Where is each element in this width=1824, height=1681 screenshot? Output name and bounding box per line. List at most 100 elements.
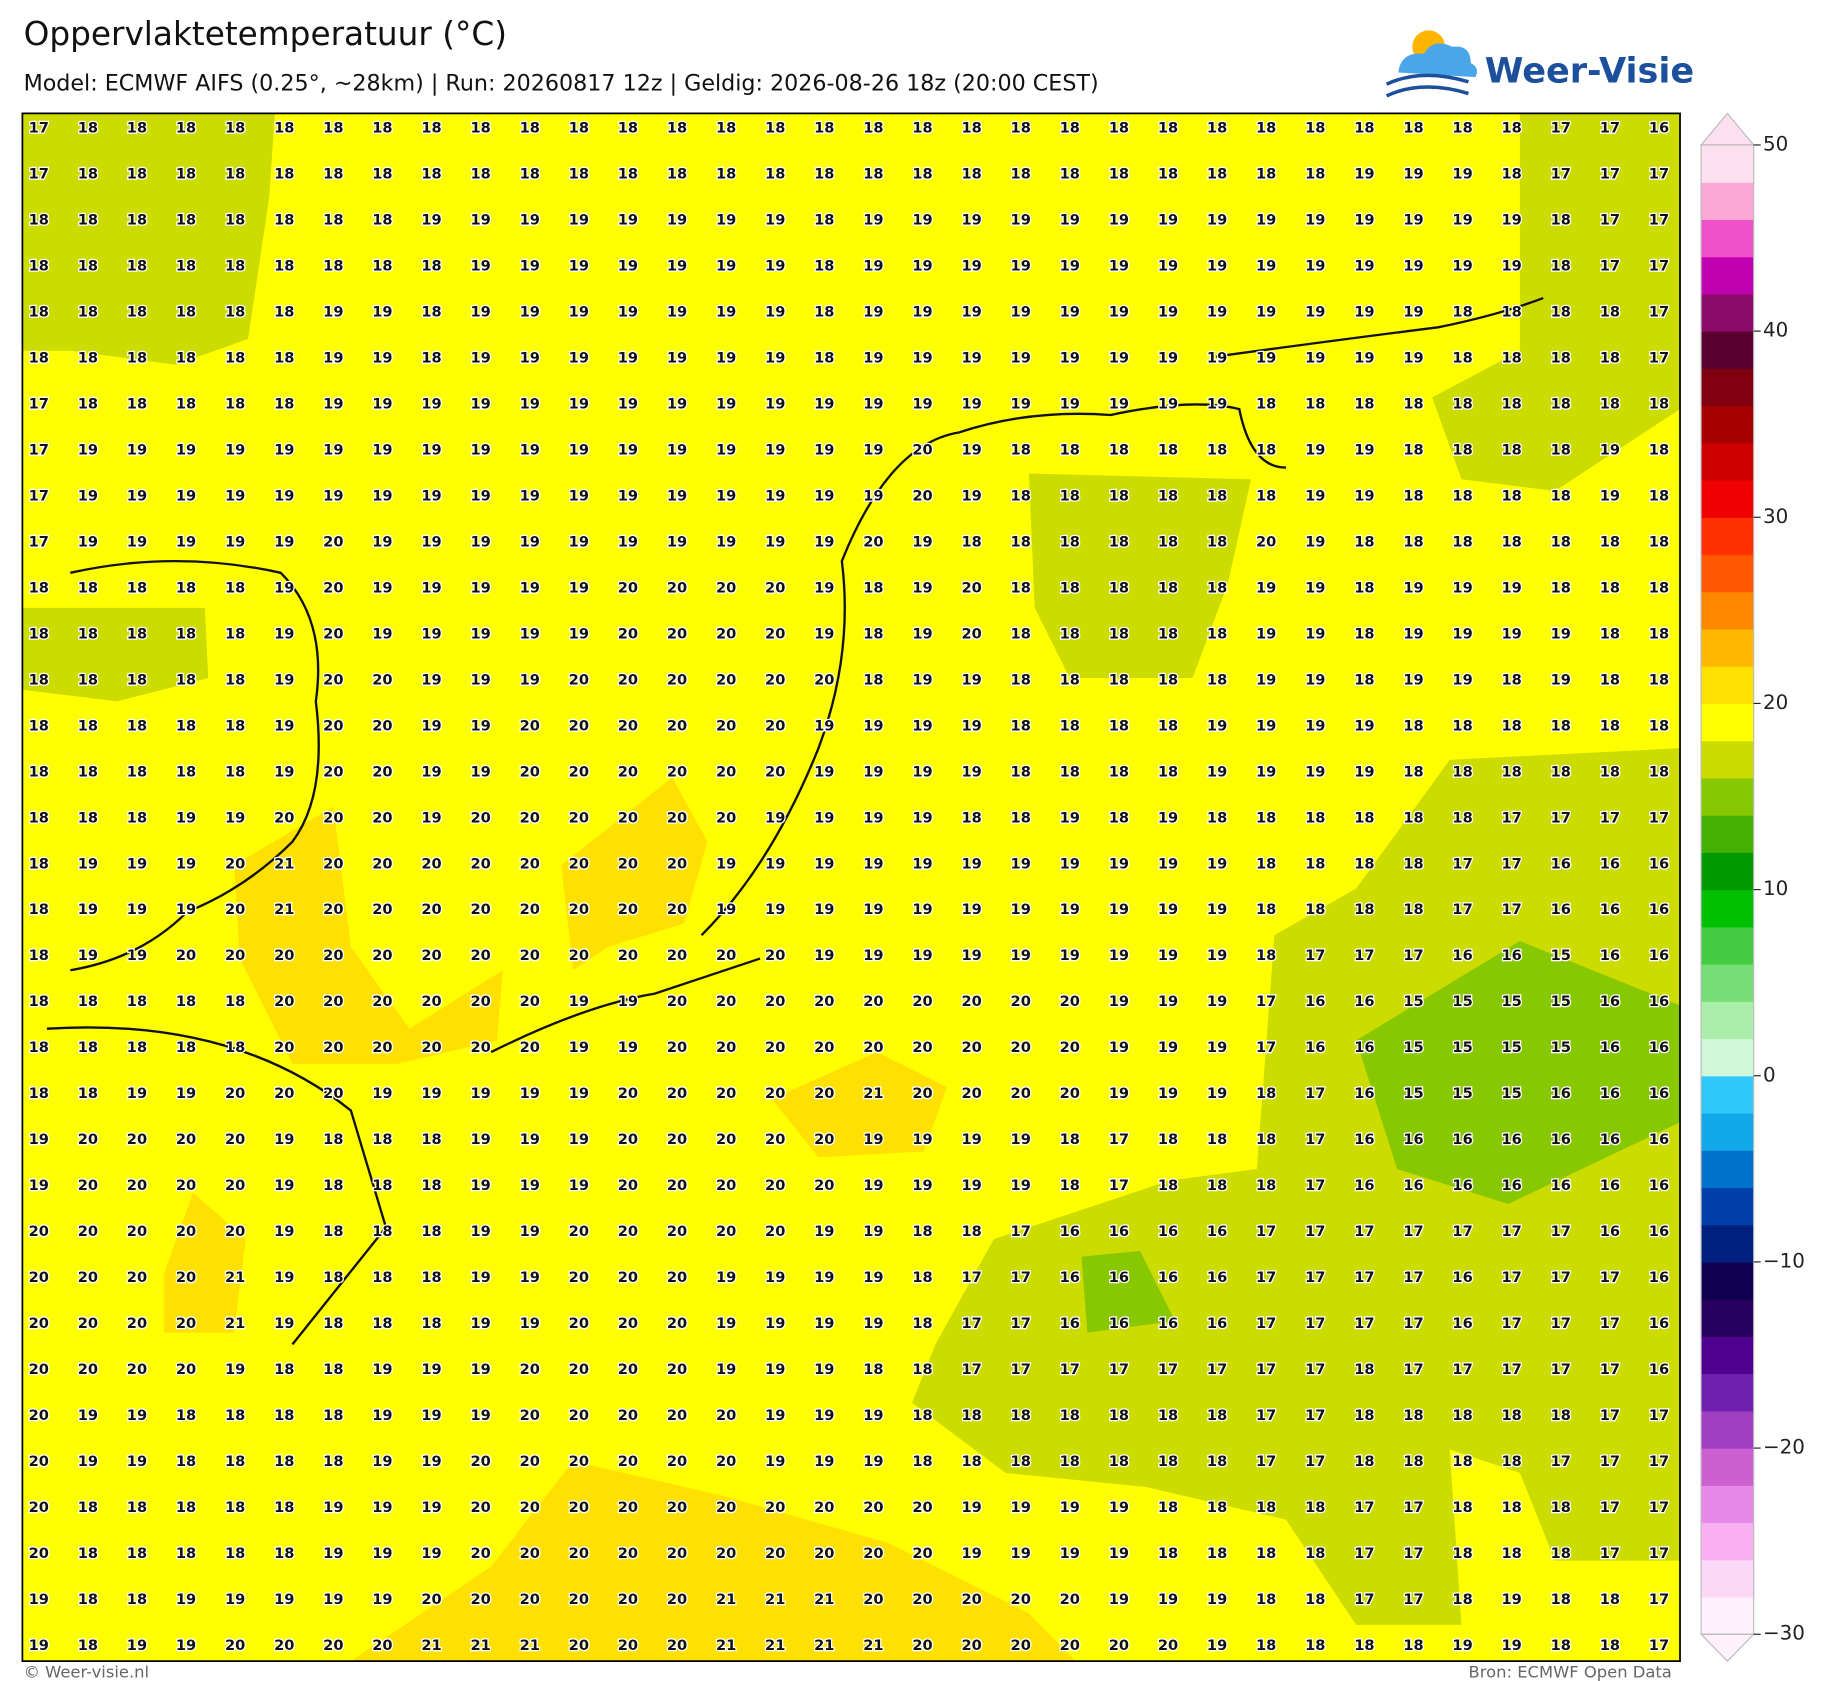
temperature-label: 19 [1305,212,1325,229]
temperature-label: 20 [716,1039,736,1056]
temperature-label: 19 [520,212,540,229]
colorbar-band [1701,1559,1754,1598]
temperature-label: 19 [470,395,490,412]
temperature-label: 19 [127,1085,147,1102]
temperature-label: 18 [274,1545,294,1562]
temperature-label: 19 [1207,349,1227,366]
temperature-label: 18 [323,1361,343,1378]
temperature-label: 15 [1403,1039,1423,1056]
temperature-label: 19 [667,258,687,275]
temperature-label: 17 [1403,1269,1423,1286]
temperature-label: 15 [1502,1085,1522,1102]
temperature-label: 19 [520,533,540,550]
temperature-label: 19 [29,1591,49,1608]
colorbar-band [1701,1224,1754,1263]
temperature-label: 18 [1502,1407,1522,1424]
temperature-label: 20 [765,625,785,642]
title: Oppervlaktetemperatuur (°C) [24,15,507,53]
temperature-label: 17 [1649,1499,1669,1516]
temperature-label: 19 [372,1499,392,1516]
temperature-label: 20 [372,901,392,918]
temperature-label: 19 [1502,1591,1522,1608]
temperature-label: 20 [323,717,343,734]
temperature-label: 18 [176,579,196,596]
temperature-label: 17 [1305,1315,1325,1332]
temperature-label: 18 [1452,717,1472,734]
temperature-label: 19 [961,1177,981,1194]
temperature-label: 18 [323,258,343,275]
temperature-label: 18 [78,993,98,1010]
map-frame [21,112,1681,1663]
temperature-label: 19 [1109,258,1129,275]
temperature-label: 19 [470,763,490,780]
temperature-label: 18 [1502,349,1522,366]
temperature-label: 18 [1256,1131,1276,1148]
temperature-label: 18 [176,120,196,137]
temperature-label: 19 [127,533,147,550]
temperature-label: 18 [1207,533,1227,550]
temperature-label: 18 [1502,304,1522,321]
colorbar-band [1701,368,1754,407]
colorbar-band [1701,628,1754,667]
temperature-label: 20 [372,809,392,826]
temperature-label: 19 [421,395,441,412]
temperature-label: 19 [1207,304,1227,321]
temperature-label: 20 [569,1361,589,1378]
temperature-label: 20 [618,901,638,918]
temperature-label: 20 [716,1407,736,1424]
temperature-label: 19 [323,487,343,504]
temperature-label: 20 [78,1361,98,1378]
temperature-label: 19 [1109,395,1129,412]
temperature-label: 19 [372,395,392,412]
temperature-label: 19 [618,349,638,366]
temperature-label: 18 [1305,1545,1325,1562]
temperature-label: 18 [1109,763,1129,780]
temperature-label: 17 [1060,1361,1080,1378]
temperature-label: 20 [421,947,441,964]
temperature-label: 19 [1109,901,1129,918]
temperature-label: 21 [520,1637,540,1654]
temperature-label: 18 [176,625,196,642]
temperature-label: 19 [912,901,932,918]
colorbar-band [1701,1001,1754,1040]
temperature-label: 18 [863,579,883,596]
temperature-label: 18 [1011,533,1031,550]
temperature-label: 20 [274,1039,294,1056]
temperature-label: 19 [1060,855,1080,872]
temperature-label: 19 [470,1223,490,1240]
temperature-label: 20 [667,947,687,964]
temperature-label: 18 [1600,533,1620,550]
temperature-label: 19 [765,809,785,826]
temperature-label: 20 [520,809,540,826]
temperature-label: 18 [323,1407,343,1424]
colorbar-band [1701,1038,1754,1077]
temperature-label: 19 [863,1131,883,1148]
temperature-label: 18 [1011,1407,1031,1424]
temperature-label: 18 [1354,1637,1374,1654]
temperature-label: 18 [1060,579,1080,596]
temperature-label: 18 [1551,1591,1571,1608]
temperature-label: 18 [78,1039,98,1056]
temperature-label: 19 [29,1177,49,1194]
temperature-label: 18 [372,1315,392,1332]
temperature-label: 20 [225,1637,245,1654]
temperature-label: 19 [1207,1085,1227,1102]
colorbar-tick-label: −30 [1763,1622,1805,1645]
temperature-label: 18 [667,120,687,137]
temperature-label: 19 [569,304,589,321]
temperature-label: 17 [1256,1269,1276,1286]
temperature-label: 18 [1551,717,1571,734]
temperature-label: 20 [667,901,687,918]
temperature-label: 19 [1354,304,1374,321]
temperature-label: 21 [814,1591,834,1608]
temperature-label: 18 [912,1223,932,1240]
temperature-label: 18 [1452,809,1472,826]
temperature-label: 18 [1207,166,1227,183]
temperature-label: 18 [274,166,294,183]
temperature-label: 20 [912,487,932,504]
temperature-label: 20 [814,1039,834,1056]
temperature-label: 18 [1158,1407,1178,1424]
temperature-label: 18 [274,1407,294,1424]
temperature-label: 19 [421,441,441,458]
temperature-label: 19 [274,1177,294,1194]
